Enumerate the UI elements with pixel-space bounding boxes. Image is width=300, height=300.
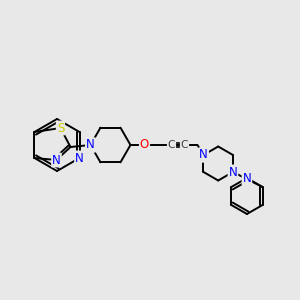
Text: N: N (52, 154, 61, 166)
Text: N: N (243, 172, 251, 184)
Text: N: N (86, 139, 95, 152)
Text: N: N (229, 166, 237, 178)
Text: S: S (57, 122, 64, 134)
Text: N: N (86, 139, 95, 152)
Text: C: C (168, 140, 175, 150)
Text: O: O (140, 139, 149, 152)
Text: N: N (199, 148, 208, 161)
Text: C: C (181, 140, 188, 150)
Text: N: N (199, 148, 208, 161)
Text: N: N (75, 152, 84, 164)
